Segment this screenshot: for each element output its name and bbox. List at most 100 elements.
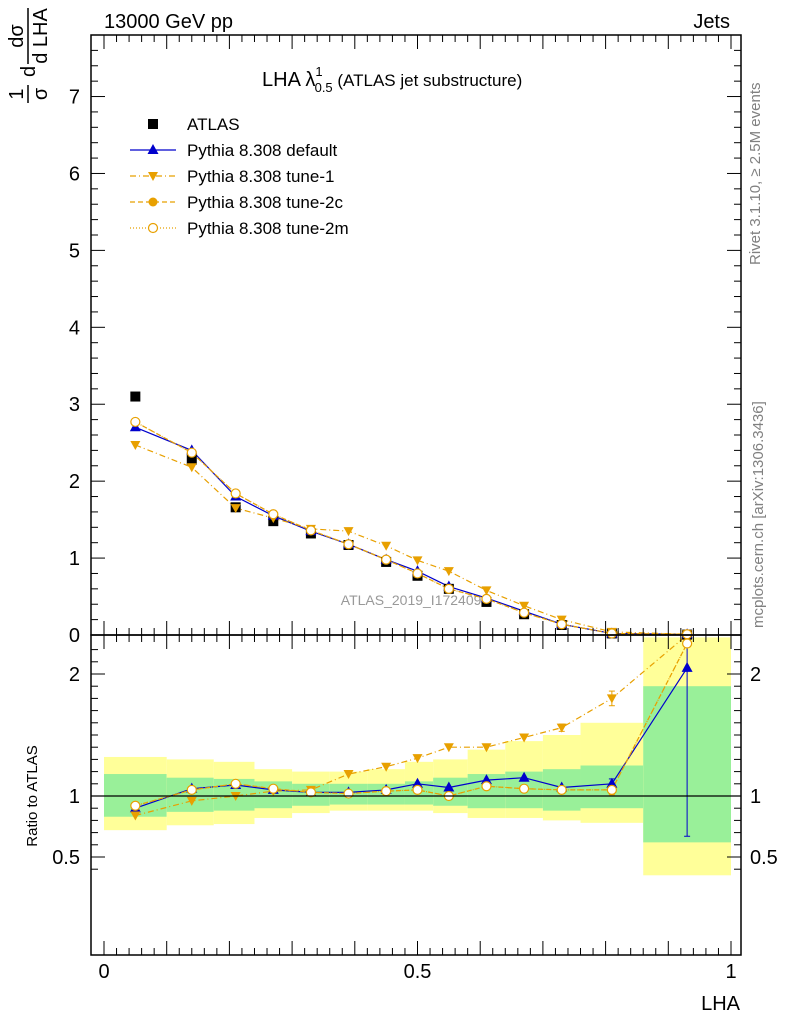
legend-label-tune2c: Pythia 8.308 tune-2c: [187, 193, 343, 212]
main-y-tick-label: 1: [69, 548, 80, 570]
ratio-y-tick-label: 0.5: [52, 847, 80, 869]
ratio-series-line: [135, 667, 688, 809]
title-sub: 0.5: [315, 80, 333, 95]
ratio-y-tick-label: 2: [69, 664, 80, 686]
ratio-series-point: [443, 743, 454, 753]
ratio-series-point: [519, 733, 530, 743]
ratio-y-tick-label-right: 2: [750, 664, 761, 686]
legend-marker-tune2c: [148, 197, 158, 207]
process-label: Jets: [693, 11, 730, 33]
main-series-line: [135, 421, 688, 635]
main-series-point: [186, 463, 197, 473]
mcplots-label: mcplots.cern.ch [arXiv:1306.3436]: [750, 401, 767, 628]
ratio-series-point: [556, 723, 567, 733]
ratio-series-point: [481, 743, 492, 753]
main-series-point: [343, 539, 354, 550]
main-series-point: [381, 554, 392, 565]
ratio-series-point: [268, 783, 279, 794]
ratio-series-point: [681, 661, 693, 672]
ratio-series-point: [305, 787, 317, 798]
main-series-point: [130, 416, 141, 428]
rivet-label: Rivet 3.1.10, ≥ 2.5M events: [747, 83, 764, 266]
ratio-series-point: [381, 786, 392, 797]
chart-title: LHA λ1 0.5 (ATLAS jet substructure): [262, 64, 522, 95]
ratio-series-point: [480, 774, 492, 785]
legend-label-atlas: ATLAS: [187, 115, 240, 134]
main-y-label: 1 σ d dσ d LHA: [6, 8, 52, 103]
ratio-series-point: [606, 784, 617, 796]
main-series-point: [186, 447, 197, 458]
main-y-tick-label: 6: [69, 163, 80, 185]
ratio-series-point: [130, 800, 141, 811]
series-markers: [129, 391, 693, 821]
main-y-tick-label: 2: [69, 471, 80, 493]
frac2-num: dσ: [6, 24, 28, 48]
ratio-y-tick-label: 1: [69, 786, 80, 808]
ratio-series-point: [186, 784, 197, 796]
main-y-tick-label: 0: [69, 625, 80, 647]
legend-marker-default: [147, 144, 159, 154]
uncertainty-bands: [104, 637, 731, 876]
main-series-point: [268, 509, 279, 520]
main-series-point: [443, 583, 454, 594]
ratio-series-point: [130, 811, 141, 821]
ratio-y-tick-label-right: 0.5: [750, 847, 778, 869]
ratio-series-line: [135, 634, 688, 817]
main-series-point: [230, 488, 241, 499]
atlas-data-point: [130, 391, 141, 402]
ratio-series-point: [412, 777, 423, 788]
ratio-y-tick-label-right: 1: [750, 786, 761, 808]
x-tick-label: 0.5: [404, 961, 432, 983]
ratio-series-point: [443, 781, 455, 792]
legend-label-tune1: Pythia 8.308 tune-1: [187, 167, 334, 186]
main-series-point: [682, 629, 693, 640]
main-series-point: [556, 619, 567, 630]
ratio-series-point: [682, 638, 693, 649]
legend-marker-tune1: [148, 172, 158, 181]
title-main: LHA λ: [262, 69, 315, 91]
ratio-series-point: [556, 784, 567, 796]
svg-text:LHA λ10.5 (ATLAS jet substruct: LHA λ1 0.5 (ATLAS jet substructure): [262, 64, 522, 95]
atlas-data-point: [186, 454, 197, 465]
ratio-y-label: Ratio to ATLAS: [24, 745, 41, 846]
ratio-series-point: [412, 754, 423, 764]
legend: ATLAS Pythia 8.308 default Pythia 8.308 tu…: [130, 115, 349, 238]
main-y-tick-label: 3: [69, 394, 80, 416]
main-series-point: [230, 504, 241, 514]
main-series-point: [412, 556, 423, 566]
main-series-point: [518, 607, 530, 618]
main-series-line: [135, 426, 688, 635]
ratio-series-point: [481, 781, 492, 792]
ratio-series-point: [412, 784, 423, 796]
main-series-point: [481, 593, 492, 604]
title-sup: 1: [315, 64, 322, 79]
ratio-series-point: [343, 788, 354, 799]
ratio-series-point: [606, 694, 617, 704]
frac1-den: σ: [30, 87, 52, 100]
main-y-tick-label: 4: [69, 317, 80, 339]
x-tick-label: 0: [98, 961, 109, 983]
series-lines: [135, 421, 691, 837]
ratio-series-point: [518, 771, 530, 782]
ratio-series-point: [606, 777, 618, 788]
ratio-series-point: [343, 770, 354, 780]
x-axis-label: LHA: [701, 993, 741, 1015]
ratio-plot-frame: [90, 634, 742, 956]
main-series-point: [343, 527, 354, 537]
ratio-series-line: [135, 643, 688, 807]
main-series-point: [381, 541, 392, 551]
frac1-d: d: [18, 66, 40, 77]
main-series-point: [412, 568, 423, 579]
x-tick-label: 1: [725, 961, 736, 983]
watermark: ATLAS_2019_I1724098: [341, 592, 490, 608]
main-series-point: [130, 441, 141, 450]
legend-label-default: Pythia 8.308 default: [187, 141, 338, 160]
main-series-point: [606, 628, 617, 639]
main-series-point: [305, 525, 317, 536]
ratio-series-point: [230, 778, 241, 789]
frac2-den: d LHA: [30, 8, 52, 64]
frac1-num: 1: [6, 88, 28, 99]
main-y-tick-label: 7: [69, 87, 80, 109]
ratio-series-point: [518, 783, 530, 794]
energy-label: 13000 GeV pp: [104, 11, 233, 33]
